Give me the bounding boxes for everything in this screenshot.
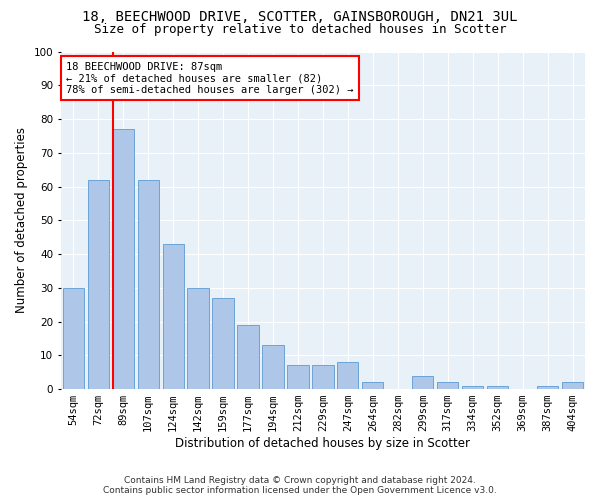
Bar bbox=[187, 288, 209, 389]
Bar bbox=[537, 386, 558, 389]
Y-axis label: Number of detached properties: Number of detached properties bbox=[15, 128, 28, 314]
Text: 18, BEECHWOOD DRIVE, SCOTTER, GAINSBOROUGH, DN21 3UL: 18, BEECHWOOD DRIVE, SCOTTER, GAINSBOROU… bbox=[82, 10, 518, 24]
Bar bbox=[562, 382, 583, 389]
Bar bbox=[313, 366, 334, 389]
Text: 18 BEECHWOOD DRIVE: 87sqm
← 21% of detached houses are smaller (82)
78% of semi-: 18 BEECHWOOD DRIVE: 87sqm ← 21% of detac… bbox=[66, 62, 353, 95]
Bar bbox=[212, 298, 233, 389]
Bar bbox=[487, 386, 508, 389]
Bar bbox=[362, 382, 383, 389]
Bar bbox=[163, 244, 184, 389]
Bar bbox=[88, 180, 109, 389]
Bar bbox=[262, 345, 284, 389]
Bar bbox=[238, 325, 259, 389]
Bar bbox=[62, 288, 84, 389]
Text: Size of property relative to detached houses in Scotter: Size of property relative to detached ho… bbox=[94, 22, 506, 36]
Bar bbox=[337, 362, 358, 389]
Bar bbox=[437, 382, 458, 389]
X-axis label: Distribution of detached houses by size in Scotter: Distribution of detached houses by size … bbox=[175, 437, 470, 450]
Bar bbox=[113, 129, 134, 389]
Bar bbox=[412, 376, 433, 389]
Text: Contains HM Land Registry data © Crown copyright and database right 2024.
Contai: Contains HM Land Registry data © Crown c… bbox=[103, 476, 497, 495]
Bar bbox=[287, 366, 308, 389]
Bar bbox=[462, 386, 483, 389]
Bar bbox=[137, 180, 159, 389]
